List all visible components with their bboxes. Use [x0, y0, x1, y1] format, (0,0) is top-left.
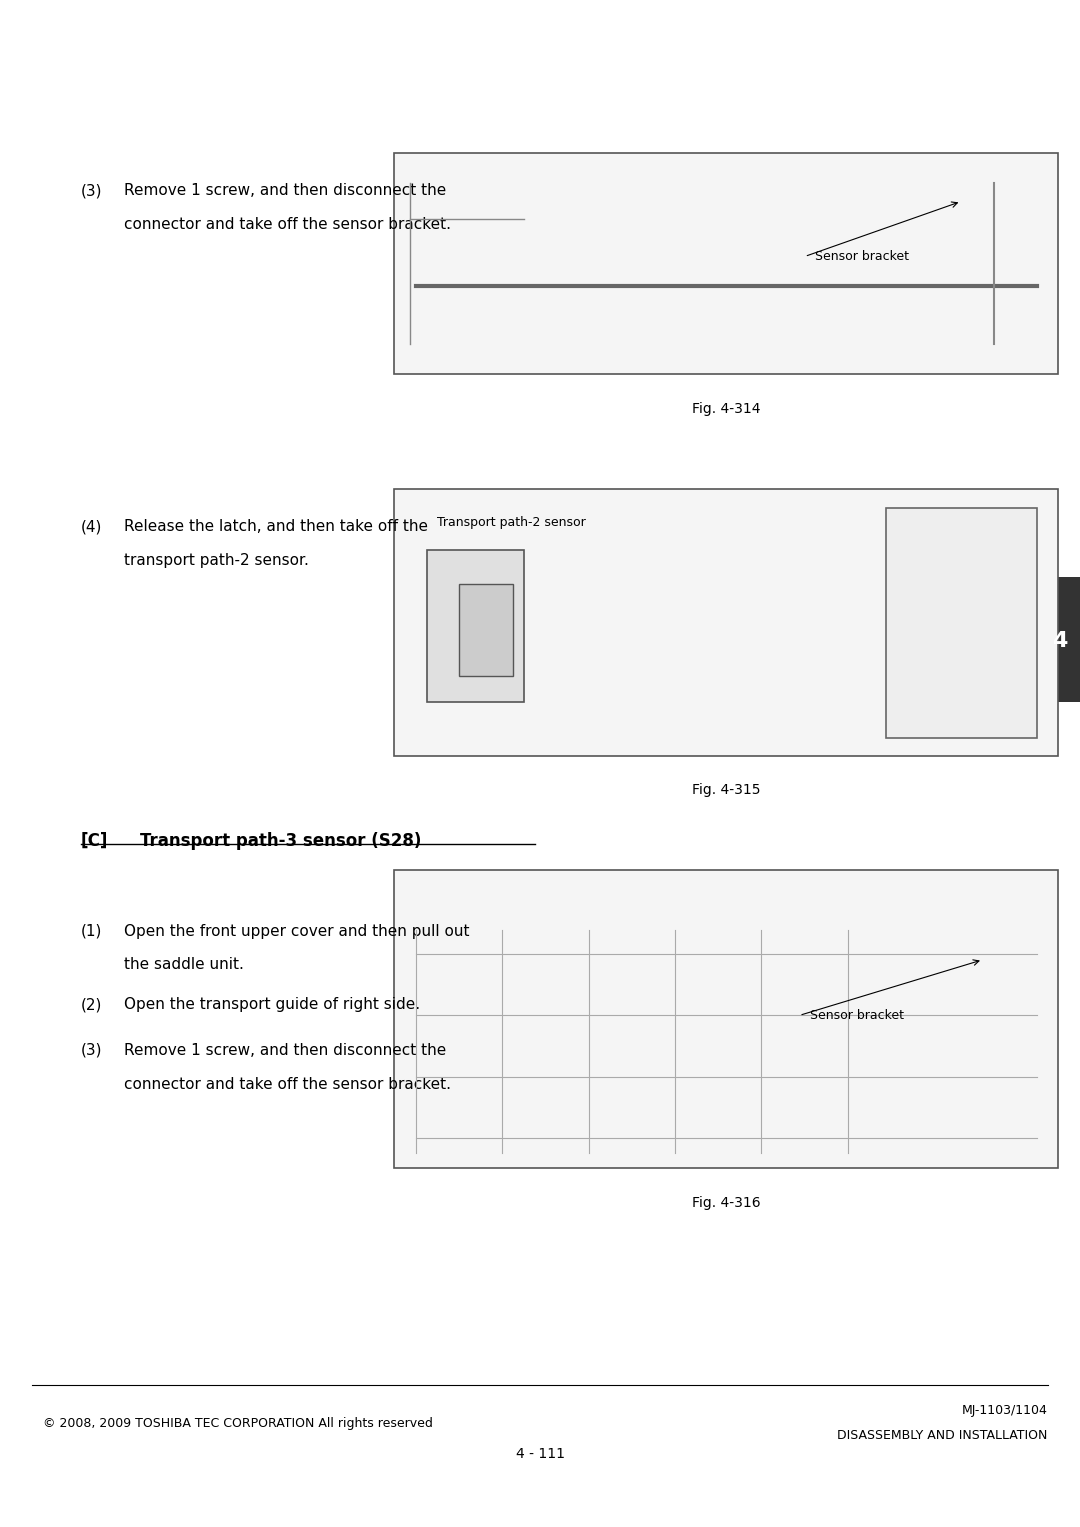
Text: Sensor bracket: Sensor bracket: [810, 1009, 904, 1022]
Text: © 2008, 2009 TOSHIBA TEC CORPORATION All rights reserved: © 2008, 2009 TOSHIBA TEC CORPORATION All…: [43, 1417, 433, 1429]
Text: Remove 1 screw, and then disconnect the: Remove 1 screw, and then disconnect the: [124, 183, 446, 199]
Text: connector and take off the sensor bracket.: connector and take off the sensor bracke…: [124, 1077, 451, 1092]
Text: Sensor bracket: Sensor bracket: [815, 250, 909, 263]
Bar: [459, 585, 513, 675]
Text: Fig. 4-316: Fig. 4-316: [692, 1196, 760, 1209]
Bar: [886, 508, 1037, 738]
Text: DISASSEMBLY AND INSTALLATION: DISASSEMBLY AND INSTALLATION: [837, 1429, 1048, 1441]
Bar: [394, 489, 1058, 756]
Text: (3): (3): [81, 183, 103, 199]
Text: [C]: [C]: [81, 832, 108, 851]
Text: (3): (3): [81, 1043, 103, 1058]
Text: Transport path-2 sensor: Transport path-2 sensor: [437, 516, 586, 528]
Text: MJ-1103/1104: MJ-1103/1104: [961, 1405, 1048, 1417]
Text: connector and take off the sensor bracket.: connector and take off the sensor bracke…: [124, 217, 451, 232]
Text: (2): (2): [81, 997, 103, 1012]
Text: (1): (1): [81, 924, 103, 939]
Text: Fig. 4-315: Fig. 4-315: [692, 783, 760, 797]
Text: transport path-2 sensor.: transport path-2 sensor.: [124, 553, 309, 568]
Text: 4 - 111: 4 - 111: [515, 1446, 565, 1461]
Bar: [394, 153, 1058, 374]
Text: Open the front upper cover and then pull out: Open the front upper cover and then pull…: [124, 924, 470, 939]
Text: (4): (4): [81, 519, 103, 534]
Bar: [394, 870, 1058, 1168]
Text: 4: 4: [1052, 631, 1067, 652]
Text: Release the latch, and then take off the: Release the latch, and then take off the: [124, 519, 428, 534]
Text: Fig. 4-314: Fig. 4-314: [692, 402, 760, 415]
Text: the saddle unit.: the saddle unit.: [124, 957, 244, 973]
Text: Open the transport guide of right side.: Open the transport guide of right side.: [124, 997, 420, 1012]
Text: Transport path-3 sensor (S28): Transport path-3 sensor (S28): [140, 832, 422, 851]
Bar: [1039, 577, 1080, 702]
Bar: [427, 550, 524, 702]
Text: Remove 1 screw, and then disconnect the: Remove 1 screw, and then disconnect the: [124, 1043, 446, 1058]
